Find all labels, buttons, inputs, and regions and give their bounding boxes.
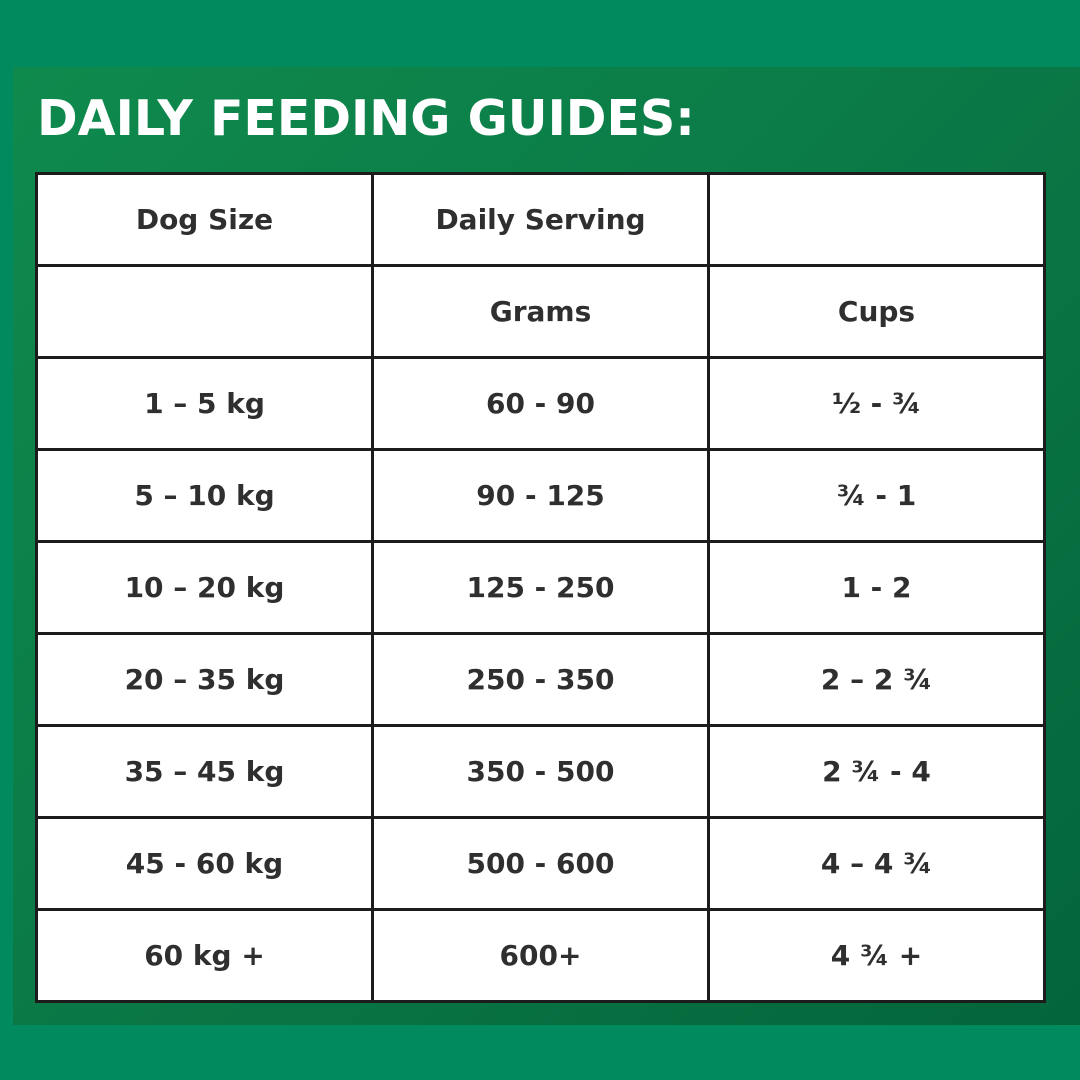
cups-cell: ¾ - 1 xyxy=(707,448,1046,543)
table-row: 10 – 20 kg 125 - 250 1 - 2 xyxy=(35,540,1046,635)
dog-size-cell: 35 – 45 kg xyxy=(35,724,374,819)
cups-cell: 4 ¾ + xyxy=(707,908,1046,1003)
grams-cell: 500 - 600 xyxy=(371,816,710,911)
dog-size-cell: 5 – 10 kg xyxy=(35,448,374,543)
header-empty-cell xyxy=(707,172,1046,267)
table-row: 35 – 45 kg 350 - 500 2 ¾ - 4 xyxy=(35,724,1046,819)
dog-size-cell: 45 - 60 kg xyxy=(35,816,374,911)
dog-size-cell: 10 – 20 kg xyxy=(35,540,374,635)
table-subheader-row: Grams Cups xyxy=(35,264,1046,359)
feeding-table-container: Dog Size Daily Serving Grams Cups 1 – 5 … xyxy=(35,172,1046,1003)
subheader-empty-cell xyxy=(35,264,374,359)
grams-cell: 60 - 90 xyxy=(371,356,710,451)
cups-cell: 1 - 2 xyxy=(707,540,1046,635)
subheader-grams: Grams xyxy=(371,264,710,359)
feeding-table: Dog Size Daily Serving Grams Cups 1 – 5 … xyxy=(35,172,1046,1003)
table-header-row: Dog Size Daily Serving xyxy=(35,172,1046,267)
cups-cell: 2 ¾ - 4 xyxy=(707,724,1046,819)
cups-cell: ½ - ¾ xyxy=(707,356,1046,451)
table-row: 45 - 60 kg 500 - 600 4 – 4 ¾ xyxy=(35,816,1046,911)
cups-cell: 4 – 4 ¾ xyxy=(707,816,1046,911)
grams-cell: 250 - 350 xyxy=(371,632,710,727)
dog-size-cell: 20 – 35 kg xyxy=(35,632,374,727)
table-row: 1 – 5 kg 60 - 90 ½ - ¾ xyxy=(35,356,1046,451)
grams-cell: 350 - 500 xyxy=(371,724,710,819)
dog-size-cell: 1 – 5 kg xyxy=(35,356,374,451)
grams-cell: 90 - 125 xyxy=(371,448,710,543)
grams-cell: 600+ xyxy=(371,908,710,1003)
page-title: DAILY FEEDING GUIDES: xyxy=(37,90,695,147)
grams-cell: 125 - 250 xyxy=(371,540,710,635)
table-row: 20 – 35 kg 250 - 350 2 – 2 ¾ xyxy=(35,632,1046,727)
subheader-cups: Cups xyxy=(707,264,1046,359)
header-dog-size: Dog Size xyxy=(35,172,374,267)
table-row: 60 kg + 600+ 4 ¾ + xyxy=(35,908,1046,1003)
header-daily-serving: Daily Serving xyxy=(371,172,710,267)
table-row: 5 – 10 kg 90 - 125 ¾ - 1 xyxy=(35,448,1046,543)
dog-size-cell: 60 kg + xyxy=(35,908,374,1003)
cups-cell: 2 – 2 ¾ xyxy=(707,632,1046,727)
